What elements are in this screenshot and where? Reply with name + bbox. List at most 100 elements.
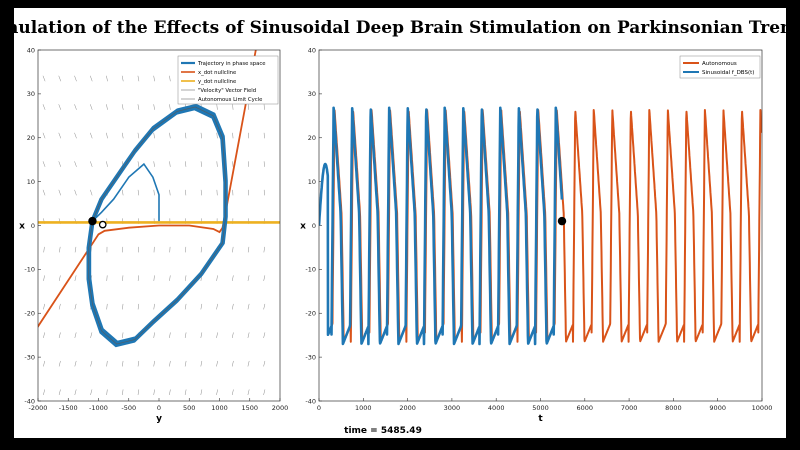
time-readout: time = 5485.49: [344, 426, 422, 436]
vector-arrow: [137, 360, 140, 367]
plot-frame: [318, 49, 763, 402]
vector-arrow: [58, 132, 62, 139]
x-axis-label: t: [538, 414, 543, 424]
vector-arrow: [153, 161, 155, 167]
x-tick-label: 500: [183, 404, 195, 412]
vector-arrow: [153, 275, 155, 281]
vector-arrow: [153, 389, 155, 396]
vector-arrow: [106, 303, 108, 310]
y-tick-label: -40: [24, 397, 35, 405]
vector-arrow: [232, 132, 234, 139]
vector-arrow: [200, 389, 203, 396]
vector-arrow: [74, 161, 77, 167]
vector-arrow: [90, 360, 93, 367]
vector-arrow: [90, 332, 93, 339]
vector-arrow: [231, 332, 234, 338]
vector-arrow: [169, 360, 171, 367]
vector-arrow: [153, 360, 155, 367]
vector-arrow: [153, 104, 155, 110]
vector-arrow: [200, 332, 203, 338]
vector-arrow: [137, 161, 140, 167]
vector-arrow: [58, 275, 61, 281]
x-tick-label: 2000: [272, 404, 289, 412]
vector-arrow: [137, 389, 140, 396]
vector-arrow: [153, 189, 155, 196]
vector-arrow: [43, 389, 45, 396]
vector-arrow: [263, 303, 266, 310]
autonomous-limit-cycle: [88, 106, 226, 345]
vector-arrow: [106, 161, 108, 167]
x-tick-label: 7000: [621, 404, 638, 412]
vector-arrow: [247, 389, 250, 396]
x-tick-label: 6000: [577, 404, 594, 412]
vector-arrow: [58, 389, 61, 396]
x-tick-label: 0: [317, 404, 321, 412]
vector-arrow: [42, 75, 46, 82]
vector-arrow: [106, 104, 108, 110]
vector-arrow: [184, 132, 187, 139]
vector-arrow: [216, 360, 218, 367]
vector-arrow: [184, 389, 187, 396]
vector-arrow: [90, 189, 93, 196]
vector-arrow: [153, 132, 155, 139]
vector-arrow: [58, 75, 62, 82]
trajectory-loop: [86, 103, 228, 348]
vector-arrow: [169, 161, 171, 167]
vector-arrow: [122, 189, 124, 196]
vector-arrow: [90, 75, 93, 82]
y-tick-label: 10: [308, 178, 316, 186]
vector-arrow: [122, 303, 124, 310]
vector-arrow: [137, 75, 140, 82]
vector-arrow: [90, 132, 93, 139]
x-tick-label: -500: [121, 404, 136, 412]
current-time-marker: [557, 216, 567, 226]
vector-arrow: [216, 332, 218, 338]
x-tick-label: 3000: [444, 404, 461, 412]
vector-arrow: [42, 161, 46, 167]
trajectory-transient: [91, 162, 160, 222]
y-tick-label: -30: [24, 353, 35, 361]
x-tick-label: 9000: [709, 404, 726, 412]
x-tick-label: 2000: [399, 404, 416, 412]
current-state-marker: [88, 216, 97, 226]
vector-arrow: [231, 303, 234, 310]
y-tick-label: 40: [27, 46, 35, 54]
vector-arrow: [74, 104, 77, 110]
x-tick-label: -1500: [59, 404, 78, 412]
vector-arrow: [43, 360, 45, 367]
phase-legend: Trajectory in phase space x_dot nullcline…: [177, 55, 279, 105]
vector-arrow: [106, 389, 108, 396]
vector-arrow: [169, 132, 171, 139]
vector-arrow: [106, 75, 108, 82]
vector-arrow: [232, 246, 234, 253]
vector-arrow: [74, 389, 77, 396]
vector-arrow: [90, 161, 93, 167]
vector-arrow: [263, 360, 266, 367]
vector-arrow: [169, 389, 171, 396]
vector-arrow: [106, 132, 108, 139]
vector-arrow: [185, 161, 187, 167]
legend-label: x_dot nullcline: [198, 70, 236, 76]
vector-arrow: [58, 104, 62, 110]
x-tick-label: 1000: [355, 404, 372, 412]
vector-arrow: [263, 246, 265, 253]
vector-arrow: [58, 360, 61, 367]
vector-arrow: [137, 132, 140, 139]
vector-arrow: [58, 332, 61, 338]
start-point-marker: [98, 220, 107, 229]
vector-arrow: [43, 275, 45, 281]
vector-arrow: [169, 189, 171, 196]
legend-label: Autonomous: [702, 61, 737, 67]
y-tick-label: 0: [31, 222, 35, 230]
vector-arrow: [58, 189, 61, 196]
vector-arrow: [263, 389, 266, 396]
vector-arrow: [153, 303, 155, 310]
x-tick-label: -1000: [89, 404, 108, 412]
plot-frame: [37, 49, 281, 402]
vector-arrow: [121, 75, 124, 82]
vector-arrow: [43, 303, 45, 310]
vector-arrow: [122, 275, 124, 281]
x-tick-label: 5000: [532, 404, 549, 412]
y-tick-label: 30: [27, 90, 35, 98]
